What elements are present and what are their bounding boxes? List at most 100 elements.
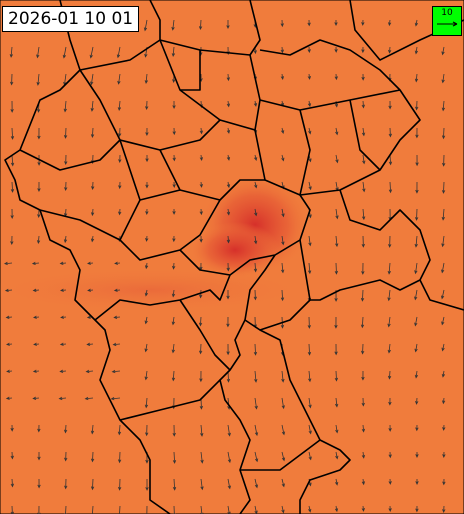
wind-arrow bbox=[414, 73, 419, 83]
wind-arrow bbox=[415, 127, 419, 139]
wind-arrow bbox=[59, 261, 67, 265]
wind-arrow bbox=[6, 342, 13, 346]
wind-arrow bbox=[254, 397, 258, 410]
wind-arrow bbox=[85, 369, 94, 374]
wind-arrow bbox=[387, 370, 392, 380]
wind-arrow bbox=[33, 342, 40, 346]
wind-arrow bbox=[415, 100, 419, 111]
wind-arrow bbox=[361, 505, 365, 512]
wind-arrow bbox=[118, 127, 122, 138]
wind-arrow bbox=[63, 127, 68, 139]
wind-arrow bbox=[36, 46, 40, 59]
wind-arrow bbox=[172, 127, 176, 136]
wind-arrow bbox=[414, 289, 418, 301]
wind-arrow bbox=[227, 451, 232, 464]
wind-arrow bbox=[10, 235, 14, 246]
wind-arrow bbox=[145, 127, 149, 137]
wind-arrow bbox=[414, 262, 418, 275]
wind-arrow bbox=[171, 316, 175, 326]
wind-arrow bbox=[199, 208, 203, 216]
wind-arrow bbox=[281, 208, 285, 218]
wind-arrow bbox=[87, 288, 94, 292]
wind-arrow bbox=[226, 343, 230, 356]
wind-arrow bbox=[227, 505, 231, 514]
wind-arrow bbox=[362, 208, 366, 221]
wind-arrow bbox=[360, 343, 365, 355]
wind-arrow bbox=[86, 342, 94, 346]
wind-arrow bbox=[361, 424, 366, 433]
wind-arrow bbox=[334, 19, 338, 27]
wind-arrow bbox=[171, 46, 176, 57]
wind-arrow bbox=[226, 262, 230, 272]
wind-arrow bbox=[442, 154, 446, 167]
wind-arrow bbox=[414, 235, 418, 248]
wind-arrow bbox=[172, 424, 176, 437]
wind-arrow bbox=[171, 370, 176, 382]
wind-arrow bbox=[307, 73, 311, 80]
wind-arrow bbox=[335, 478, 339, 486]
wind-arrow bbox=[90, 208, 95, 217]
wind-arrow bbox=[387, 316, 391, 328]
wind-arrow bbox=[111, 369, 121, 374]
wind-arrow bbox=[334, 505, 339, 513]
wind-arrow bbox=[362, 154, 366, 165]
wind-arrow bbox=[226, 289, 230, 300]
wind-arrow bbox=[143, 19, 148, 32]
wind-arrow bbox=[172, 100, 176, 110]
wind-arrow bbox=[441, 208, 445, 221]
wind-arrow bbox=[117, 73, 121, 85]
wind-arrow bbox=[308, 424, 312, 435]
wind-arrow bbox=[308, 505, 312, 513]
wind-arrow bbox=[90, 451, 95, 463]
wind-arrow bbox=[116, 46, 121, 59]
wind-arrow bbox=[59, 369, 67, 373]
wind-arrow bbox=[226, 127, 231, 134]
wind-arrow bbox=[414, 316, 418, 327]
wind-arrow bbox=[171, 343, 175, 354]
wind-arrow bbox=[118, 181, 122, 190]
wind-arrow bbox=[5, 396, 13, 400]
wind-arrow bbox=[415, 154, 419, 167]
wind-arrow bbox=[10, 424, 14, 432]
wind-arrow bbox=[117, 100, 122, 111]
wind-arrow bbox=[37, 181, 41, 193]
wind-arrow bbox=[335, 451, 339, 460]
wind-arrow bbox=[387, 343, 391, 354]
wind-arrow bbox=[334, 316, 338, 329]
concentration-hotspot bbox=[190, 222, 280, 278]
wind-arrow bbox=[362, 181, 366, 193]
wind-arrow bbox=[226, 100, 231, 108]
wind-arrow bbox=[200, 478, 204, 491]
wind-arrow bbox=[334, 46, 338, 53]
wind-arrow bbox=[5, 315, 13, 319]
wind-arrow bbox=[145, 424, 149, 437]
wind-arrow bbox=[112, 342, 121, 347]
wind-arrow bbox=[441, 73, 445, 84]
wind-arrow bbox=[281, 478, 285, 488]
wind-arrow bbox=[226, 154, 231, 161]
wind-arrow bbox=[441, 100, 446, 112]
wind-arrow bbox=[198, 19, 203, 31]
wind-arrow bbox=[441, 370, 446, 378]
wind-arrow bbox=[334, 343, 338, 356]
wind-arrow bbox=[227, 478, 231, 490]
wind-arrow bbox=[118, 208, 122, 216]
wind-arrow bbox=[254, 451, 259, 463]
wind-arrow bbox=[335, 235, 339, 248]
wind-arrow bbox=[10, 451, 14, 460]
wind-arrow bbox=[90, 235, 95, 243]
wind-arrow bbox=[388, 127, 392, 138]
wind-arrow bbox=[441, 316, 445, 326]
wind-arrow bbox=[281, 262, 285, 274]
wind-arrow bbox=[226, 208, 231, 216]
wind-arrow bbox=[32, 288, 40, 292]
wind-arrow bbox=[308, 397, 312, 409]
wind-arrow bbox=[442, 451, 446, 458]
wind-arrow bbox=[144, 262, 149, 270]
wind-arrow bbox=[361, 235, 365, 248]
wind-arrow bbox=[280, 19, 284, 28]
wind-arrow bbox=[388, 154, 393, 166]
wind-arrow bbox=[89, 46, 94, 59]
